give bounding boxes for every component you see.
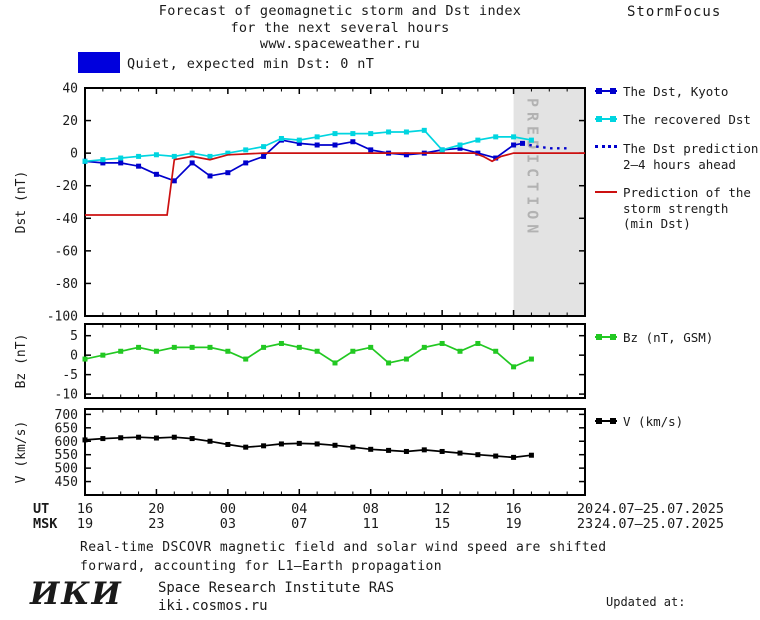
legend-sample-recovered <box>595 113 617 125</box>
status-color-swatch <box>78 52 120 73</box>
x-tick-label: 03 <box>219 516 236 532</box>
dst-chart: PREDICTION 40 20 0 -20 -40 -60 -80 -100 Dst (nT) <box>14 82 586 323</box>
legend-label-storm-line2: storm strength <box>623 200 729 216</box>
y-tick-label: 20 <box>62 114 78 129</box>
status-label: Quiet, expected min Dst: 0 nT <box>127 56 375 72</box>
legend-sample-v <box>595 415 617 427</box>
legend-dst-kyoto: The Dst, Kyoto <box>595 84 728 100</box>
legend-sample-prediction <box>595 142 617 154</box>
brand-stormfocus: StormFocus <box>627 4 722 20</box>
x-tick-label: 12 <box>434 501 451 517</box>
x-tick-label: 07 <box>291 516 308 532</box>
x-tick-label: 20 <box>148 501 165 517</box>
title-url: www.spaceweather.ru <box>259 36 421 52</box>
series-the-dst-prediction-2-4-hours-ahead <box>522 142 568 150</box>
y-tick-label: -60 <box>55 244 78 259</box>
prediction-band-label: PREDICTION <box>524 98 542 238</box>
legend-label-storm: Prediction of the storm strength (min Ds… <box>623 185 751 232</box>
legend-dst-prediction: The Dst prediction 2–4 hours ahead <box>595 141 758 172</box>
x-tick-label: 19 <box>505 516 522 532</box>
x-tick-label: 08 <box>362 501 379 517</box>
series-the-dst-kyoto <box>84 139 523 182</box>
page-title: Forecast of geomagnetic storm and Dst in… <box>70 3 610 53</box>
legend-v: V (km/s) <box>595 414 683 430</box>
x-tick-label: 23 <box>576 516 594 532</box>
y-axis-title: Bz (nT) <box>14 334 29 389</box>
legend-bz: Bz (nT, GSM) <box>595 330 713 346</box>
legend-label-storm-line3: (min Dst) <box>623 216 691 231</box>
bz-chart: 5 0 -5 -10 Bz (nT) <box>14 323 586 403</box>
ut-axis-label: UT <box>33 501 50 517</box>
propagation-note-line2: forward, accounting for L1–Earth propaga… <box>80 559 442 574</box>
ut-axis-row: UT 24.07–25.07.2025 16 20 00 04 08 12 16 20 <box>0 501 760 517</box>
propagation-note-line1: Real-time DSCOVR magnetic field and sola… <box>80 540 607 555</box>
x-tick-label: 16 <box>76 501 94 517</box>
prediction-band <box>513 88 585 316</box>
updated-block: Updated at: UT 16:05, 25.07.2025 MSK 19:… <box>606 564 758 620</box>
msk-date-range: 24.07–25.07.2025 <box>594 516 725 532</box>
legend-label-prediction-line1: The Dst prediction <box>623 141 759 156</box>
title-line1: Forecast of geomagnetic storm and Dst in… <box>158 3 522 19</box>
y-axis-title: Dst (nT) <box>14 171 29 234</box>
y-tick-label: -5 <box>62 368 78 383</box>
institute-site: iki.cosmos.ru <box>158 598 268 614</box>
y-tick-label: -80 <box>55 277 78 292</box>
title-line2: for the next several hours <box>230 19 450 36</box>
legend-sample-bz <box>595 331 617 343</box>
y-tick-label: -100 <box>47 310 78 323</box>
x-tick-label: 16 <box>505 501 522 517</box>
y-tick-label: 0 <box>70 349 78 364</box>
iki-logo: ИКИ <box>30 576 123 612</box>
legend-sample-dst-kyoto <box>595 85 617 97</box>
legend-label-bz: Bz (nT, GSM) <box>623 330 714 345</box>
series-the-recovered-dst <box>84 129 532 163</box>
y-tick-label: 550 <box>55 448 78 463</box>
y-tick-label: -40 <box>55 212 78 227</box>
series-prediction-of-the-storm-strength-min-dst- <box>85 152 585 216</box>
legend-label-prediction: The Dst prediction 2–4 hours ahead <box>623 141 758 172</box>
y-tick-label: 500 <box>55 462 78 477</box>
y-tick-label: 0 <box>70 147 78 162</box>
legend-storm-strength: Prediction of the storm strength (min Ds… <box>595 185 751 232</box>
x-tick-label: 19 <box>76 516 94 532</box>
legend-recovered-dst: The recovered Dst <box>595 112 751 128</box>
ut-date-range: 24.07–25.07.2025 <box>594 501 725 517</box>
y-tick-label: 700 <box>55 408 78 423</box>
legend-sample-storm <box>595 186 617 198</box>
y-axis-title: V (km/s) <box>14 421 29 484</box>
y-tick-label: -20 <box>55 179 78 194</box>
series-v-km-s- <box>84 436 532 459</box>
legend-label-dst-kyoto: The Dst, Kyoto <box>623 84 729 99</box>
x-tick-label: 00 <box>219 501 236 517</box>
y-tick-label: 650 <box>55 421 78 436</box>
x-tick-label: 20 <box>576 501 594 517</box>
legend-label-storm-line1: Prediction of the <box>623 185 751 200</box>
legend-label-prediction-line2: 2–4 hours ahead <box>623 156 736 172</box>
x-tick-label: 04 <box>291 501 308 517</box>
msk-axis-label: MSK <box>33 516 58 532</box>
x-tick-label: 15 <box>434 516 451 532</box>
y-tick-label: 40 <box>62 82 78 97</box>
x-tick-label: 23 <box>148 516 165 532</box>
legend-label-v: V (km/s) <box>623 414 684 429</box>
y-tick-label: -10 <box>55 388 78 403</box>
propagation-note: Real-time DSCOVR magnetic field and sola… <box>80 538 607 576</box>
msk-axis-row: MSK 24.07–25.07.2025 19 23 03 07 11 15 19 23 <box>0 516 760 532</box>
y-tick-label: 600 <box>55 435 78 450</box>
x-tick-label: 11 <box>362 516 379 532</box>
y-tick-label: 5 <box>70 329 78 344</box>
institute-name: Space Research Institute RAS <box>158 580 395 596</box>
legend-label-recovered: The recovered Dst <box>623 112 751 127</box>
y-tick-label: 450 <box>55 475 78 490</box>
series-bz-nt-gsm- <box>84 342 532 368</box>
updated-label: Updated at: <box>606 595 686 609</box>
